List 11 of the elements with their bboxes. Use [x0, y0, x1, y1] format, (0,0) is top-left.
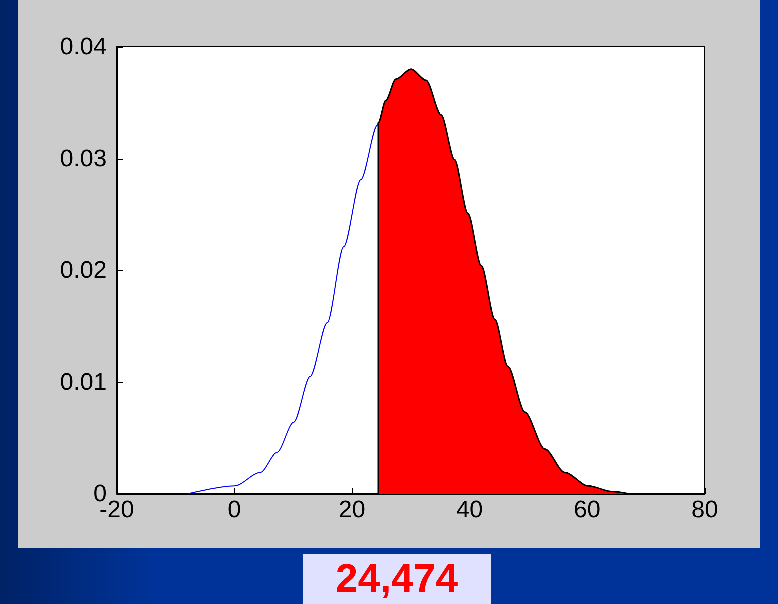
y-tick-label: 0.02: [60, 257, 107, 284]
line-series: [187, 122, 380, 494]
x-tick-label: 80: [692, 496, 718, 524]
x-tick-label: 20: [338, 496, 366, 524]
y-tick-label: 0.01: [60, 368, 107, 396]
y-tick-label: 0.03: [60, 145, 107, 172]
x-tick-label: 0: [228, 496, 242, 524]
y-tick-label: 0.04: [60, 34, 107, 60]
x-tick-label: 60: [574, 496, 601, 524]
x-tick-label: 40: [456, 496, 484, 524]
text: 24,474: [303, 554, 491, 604]
